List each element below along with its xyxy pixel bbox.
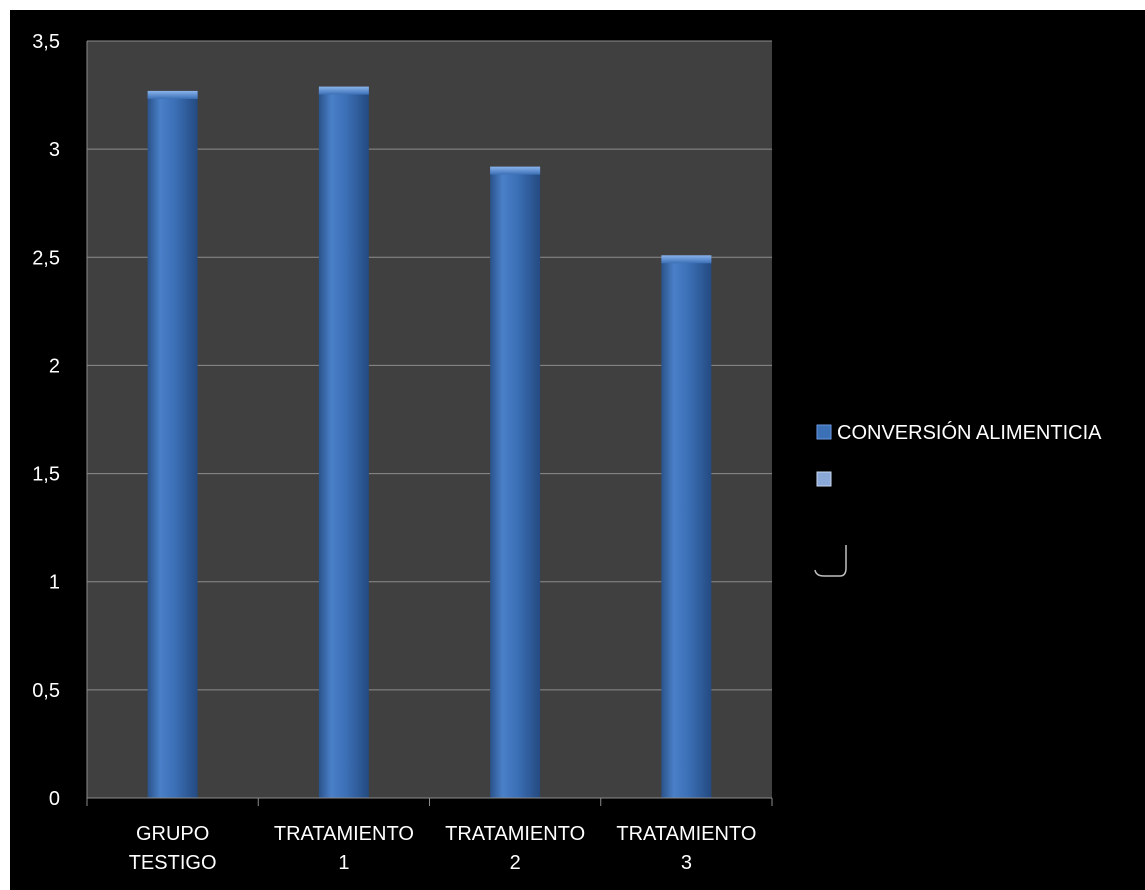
y-tick-label: 0 [49, 788, 60, 810]
plot-area [87, 41, 772, 798]
legend-bracket [814, 545, 847, 577]
x-tick-label: TESTIGO [129, 852, 217, 874]
x-tick-label: 3 [681, 852, 692, 874]
bar-group [318, 86, 369, 798]
y-tick-label: 3 [49, 139, 60, 161]
y-tick-label: 0,5 [32, 680, 60, 702]
legend-swatch [816, 471, 832, 487]
y-tick-label: 2 [49, 355, 60, 377]
bar-group [490, 166, 541, 798]
bar [147, 92, 198, 798]
bar-cap [147, 90, 198, 99]
bar-cap [661, 255, 712, 264]
y-tick-label: 1 [49, 572, 60, 594]
bar-cap [318, 86, 369, 95]
x-tick-label: GRUPO [136, 823, 209, 845]
legend-swatch [816, 424, 832, 440]
x-tick-label: 2 [510, 852, 521, 874]
y-tick-label: 3,5 [32, 31, 60, 53]
legend-label: CONVERSIÓN ALIMENTICIA [837, 421, 1102, 444]
bar-group [661, 255, 712, 798]
x-tick-label: TRATAMIENTO [616, 823, 756, 845]
bar [318, 88, 369, 798]
y-tick-label: 1,5 [32, 464, 60, 486]
x-tick-label: 1 [338, 852, 349, 874]
x-tick-label: TRATAMIENTO [445, 823, 585, 845]
x-tick-label: TRATAMIENTO [274, 823, 414, 845]
bar [661, 257, 712, 798]
bar [490, 168, 541, 798]
bar-group [147, 90, 198, 798]
y-tick-label: 2,5 [32, 247, 60, 269]
bar-cap [490, 166, 541, 175]
